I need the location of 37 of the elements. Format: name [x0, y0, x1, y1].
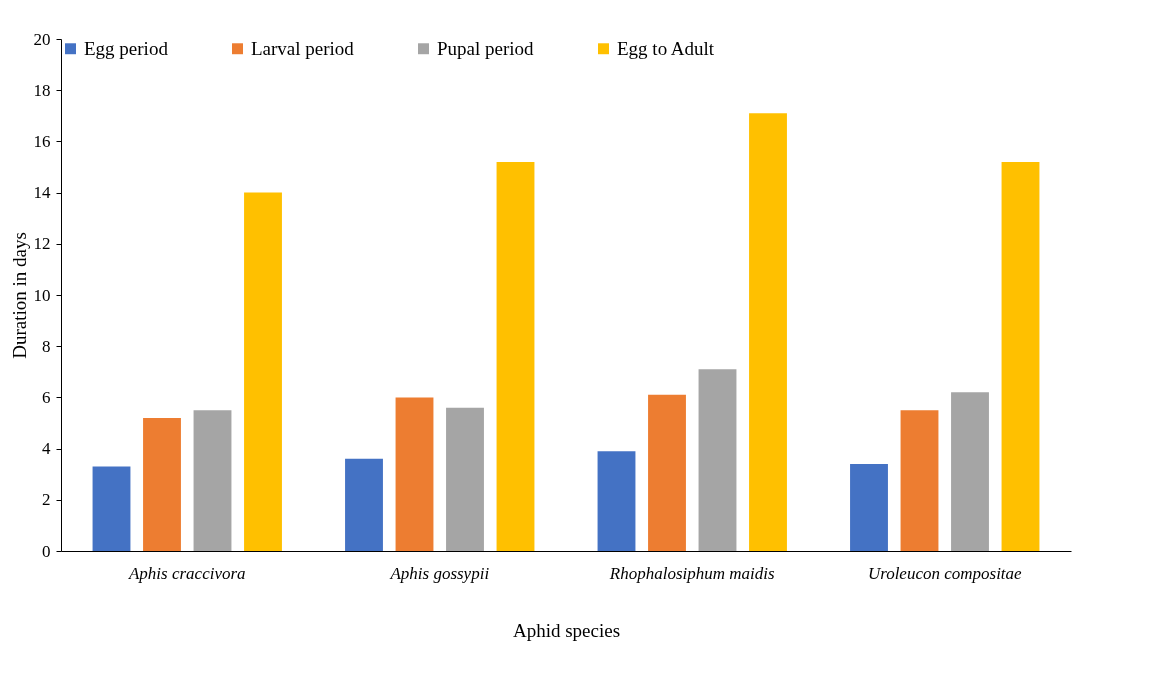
bar — [244, 192, 282, 551]
bar — [951, 392, 989, 551]
bar — [92, 466, 131, 551]
y-tick-label: 8 — [42, 336, 51, 356]
x-axis-title: Aphid species — [512, 619, 621, 641]
bar — [395, 397, 434, 551]
bar — [648, 394, 686, 551]
y-tick-label: 2 — [42, 490, 51, 510]
bar — [193, 410, 232, 551]
bar — [850, 463, 888, 551]
x-tick-label: Rhophalosiphum maidis — [608, 563, 776, 583]
x-tick-label: Aphis gossypii — [389, 563, 490, 583]
x-tick-label: Aphis craccivora — [127, 563, 246, 583]
legend-label: Egg to Adult — [617, 37, 715, 59]
y-tick-label: 0 — [42, 541, 51, 561]
y-tick-label: 16 — [33, 131, 51, 151]
bar — [749, 113, 787, 551]
y-tick-label: 10 — [33, 285, 51, 305]
y-tick-label: 20 — [33, 29, 51, 49]
legend-label: Egg period — [84, 37, 169, 59]
bar — [143, 417, 181, 551]
x-tick-label: Uroleucon compositae — [867, 563, 1023, 583]
bar — [345, 458, 383, 551]
legend-label: Pupal period — [437, 37, 535, 59]
y-tick-label: 4 — [42, 439, 51, 459]
y-tick-label: 18 — [33, 80, 51, 100]
bar — [900, 410, 939, 551]
bar — [1001, 161, 1040, 551]
y-tick-label: 14 — [33, 183, 51, 203]
bar — [496, 161, 535, 551]
y-tick-label: 6 — [42, 387, 51, 407]
legend-label: Larval period — [251, 37, 355, 59]
bar — [446, 407, 484, 551]
bar — [698, 369, 737, 551]
bar — [597, 451, 636, 551]
y-tick-label: 12 — [33, 234, 51, 254]
y-axis-title: Duration in days — [8, 232, 30, 359]
